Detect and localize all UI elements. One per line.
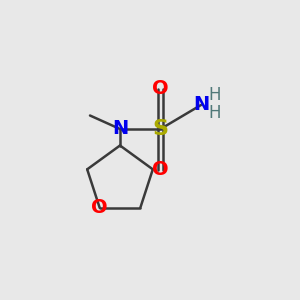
Text: H: H: [208, 86, 221, 104]
Text: N: N: [112, 119, 128, 139]
Text: N: N: [193, 95, 209, 115]
Text: O: O: [152, 79, 169, 98]
Text: O: O: [92, 198, 108, 218]
Text: O: O: [152, 160, 169, 179]
Text: S: S: [152, 119, 169, 139]
Text: H: H: [208, 103, 221, 122]
